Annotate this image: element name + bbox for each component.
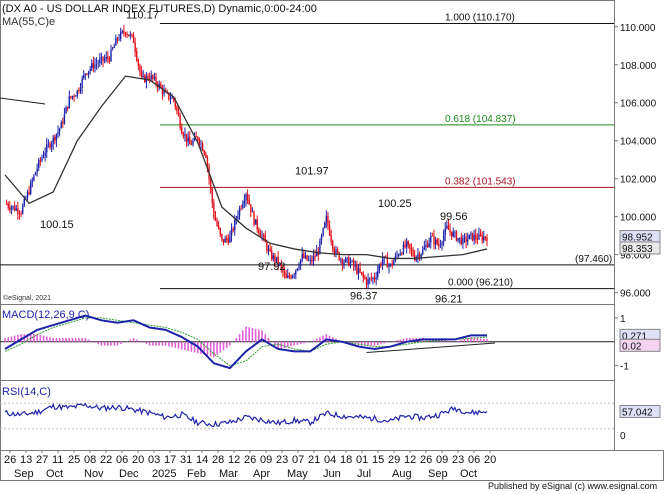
x-tick-label: 07	[292, 454, 304, 466]
x-tick-label: 26	[244, 454, 256, 466]
month-label: 2025	[152, 468, 176, 480]
time-axis: 26 13 27 11 25 08 22 06 20 03 17 31 14 28 12 26 09 23 07 21…	[4, 450, 496, 480]
price-annotation: 99.56	[440, 211, 468, 223]
fib-level-label: 1.000 (110.170)	[445, 13, 515, 24]
rsi-line	[4, 402, 488, 428]
price-axis: 110.000 108.000 106.000 104.000 102.000 100.0…	[614, 23, 657, 300]
price-annotation: 110.17	[126, 10, 159, 22]
x-tick-label: 22	[100, 454, 112, 466]
x-tick-label: 28	[212, 454, 224, 466]
x-tick-label: 20	[132, 454, 144, 466]
month-label: Aug	[392, 468, 412, 480]
ma-label: MA(55,C)e	[2, 16, 55, 28]
x-tick-label: 13	[20, 454, 32, 466]
x-tick-label: 12	[404, 454, 416, 466]
month-label: Mar	[219, 468, 238, 480]
macd-line	[4, 314, 488, 370]
x-tick-label: 23	[276, 454, 288, 466]
x-tick-label: 20	[484, 454, 496, 466]
month-label: Jul	[357, 468, 371, 480]
price-annotation: 96.21	[435, 294, 463, 306]
left-trend-segment	[0, 97, 46, 105]
x-tick-label: 08	[84, 454, 96, 466]
chart-title: (DX A0 - US DOLLAR INDEX FUTURES,D) Dyna…	[2, 3, 317, 15]
macd-signal-line	[4, 317, 488, 367]
month-label: May	[287, 468, 308, 480]
x-tick-label: 15	[372, 454, 384, 466]
fib-level-label: 0.382 (101.543)	[445, 176, 516, 187]
fib-level-label: 0.000 (96.210)	[448, 278, 513, 289]
last-value-label: 98.952	[622, 233, 653, 244]
month-label: Feb	[187, 468, 206, 480]
x-tick-label: 12	[228, 454, 240, 466]
x-tick-label: 26	[420, 454, 432, 466]
rsi-last-value-box	[619, 404, 661, 418]
month-label: Sep	[428, 468, 448, 480]
x-tick-label: 14	[196, 454, 208, 466]
macd-last-value: 0.02	[622, 341, 642, 352]
rsi-panel-label: RSI(14,C)	[2, 386, 51, 398]
last-value-box	[619, 241, 661, 255]
x-tick-label: 01	[356, 454, 368, 466]
price-annotation: 100.25	[378, 198, 412, 210]
macd-panel-label: MACD(12,26,9,C)	[2, 309, 89, 321]
month-label: Apr	[253, 468, 270, 480]
price-tick-label: 96.000	[620, 289, 651, 300]
macd-tick-label: -1	[620, 362, 629, 373]
x-tick-label: 06	[468, 454, 480, 466]
price-tick-label: 108.000	[620, 61, 657, 72]
x-tick-label: 23	[452, 454, 464, 466]
price-tick-label: 110.000	[620, 23, 656, 34]
x-tick-label: 27	[36, 454, 48, 466]
candlestick-series	[5, 24, 488, 290]
price-tick-label: 104.000	[620, 137, 657, 148]
footer-credit: Published by eSignal (c) www.esignal.com	[488, 481, 657, 491]
x-tick-label: 06	[116, 454, 128, 466]
x-tick-label: 11	[52, 454, 63, 466]
fib-level-label: (97.460)	[575, 254, 612, 265]
rsi-panel: 0 57.042	[0, 402, 661, 442]
month-label: Oct	[46, 468, 63, 480]
month-label: Nov	[84, 468, 104, 480]
fibonacci-levels: 1.000 (110.170) 0.618 (104.837) 0.382 (101…	[0, 13, 614, 290]
rsi-tick-label: 0	[620, 431, 626, 442]
x-tick-label: 26	[4, 454, 16, 466]
macd-trendline	[366, 342, 496, 354]
x-tick-label: 04	[324, 454, 336, 466]
x-tick-label: 18	[340, 454, 352, 466]
ma-55-line	[4, 75, 488, 260]
price-tick-label: 106.000	[620, 99, 657, 110]
month-label: Oct	[460, 468, 477, 480]
price-tick-label: 98.000	[620, 251, 651, 262]
macd-last-value: 0.271	[622, 331, 647, 342]
moving-average-series	[4, 75, 488, 260]
x-tick-label: 09	[436, 454, 448, 466]
x-tick-label: 21	[308, 454, 320, 466]
x-tick-label: 29	[388, 454, 400, 466]
price-annotation: 96.37	[350, 291, 378, 303]
month-label: Jun	[323, 468, 341, 480]
x-tick-label: 25	[68, 454, 80, 466]
month-label: Dec	[119, 468, 139, 480]
rsi-last-value: 57.042	[622, 407, 653, 418]
x-tick-label: 09	[260, 454, 272, 466]
copyright-label: ©eSignal, 2021	[3, 294, 51, 302]
x-tick-label: 03	[148, 454, 160, 466]
price-tick-label: 100.000	[620, 213, 657, 224]
macd-last-value-box	[619, 338, 661, 352]
macd-tick-label: 1	[620, 314, 626, 325]
last-value-label: 98.353	[622, 244, 653, 255]
price-annotation: 101.97	[295, 165, 329, 177]
price-annotation: 97.92	[258, 261, 286, 273]
fib-level-label: 0.618 (104.837)	[445, 114, 516, 125]
price-annotations: 110.17 101.97 100.25 99.56 100.15 97.92 96.37 9…	[40, 10, 468, 306]
x-tick-label: 17	[164, 454, 176, 466]
x-tick-label: 31	[180, 454, 192, 466]
price-tick-label: 102.000	[620, 175, 657, 186]
month-label: Sep	[14, 468, 34, 480]
price-annotation: 100.15	[40, 219, 74, 231]
